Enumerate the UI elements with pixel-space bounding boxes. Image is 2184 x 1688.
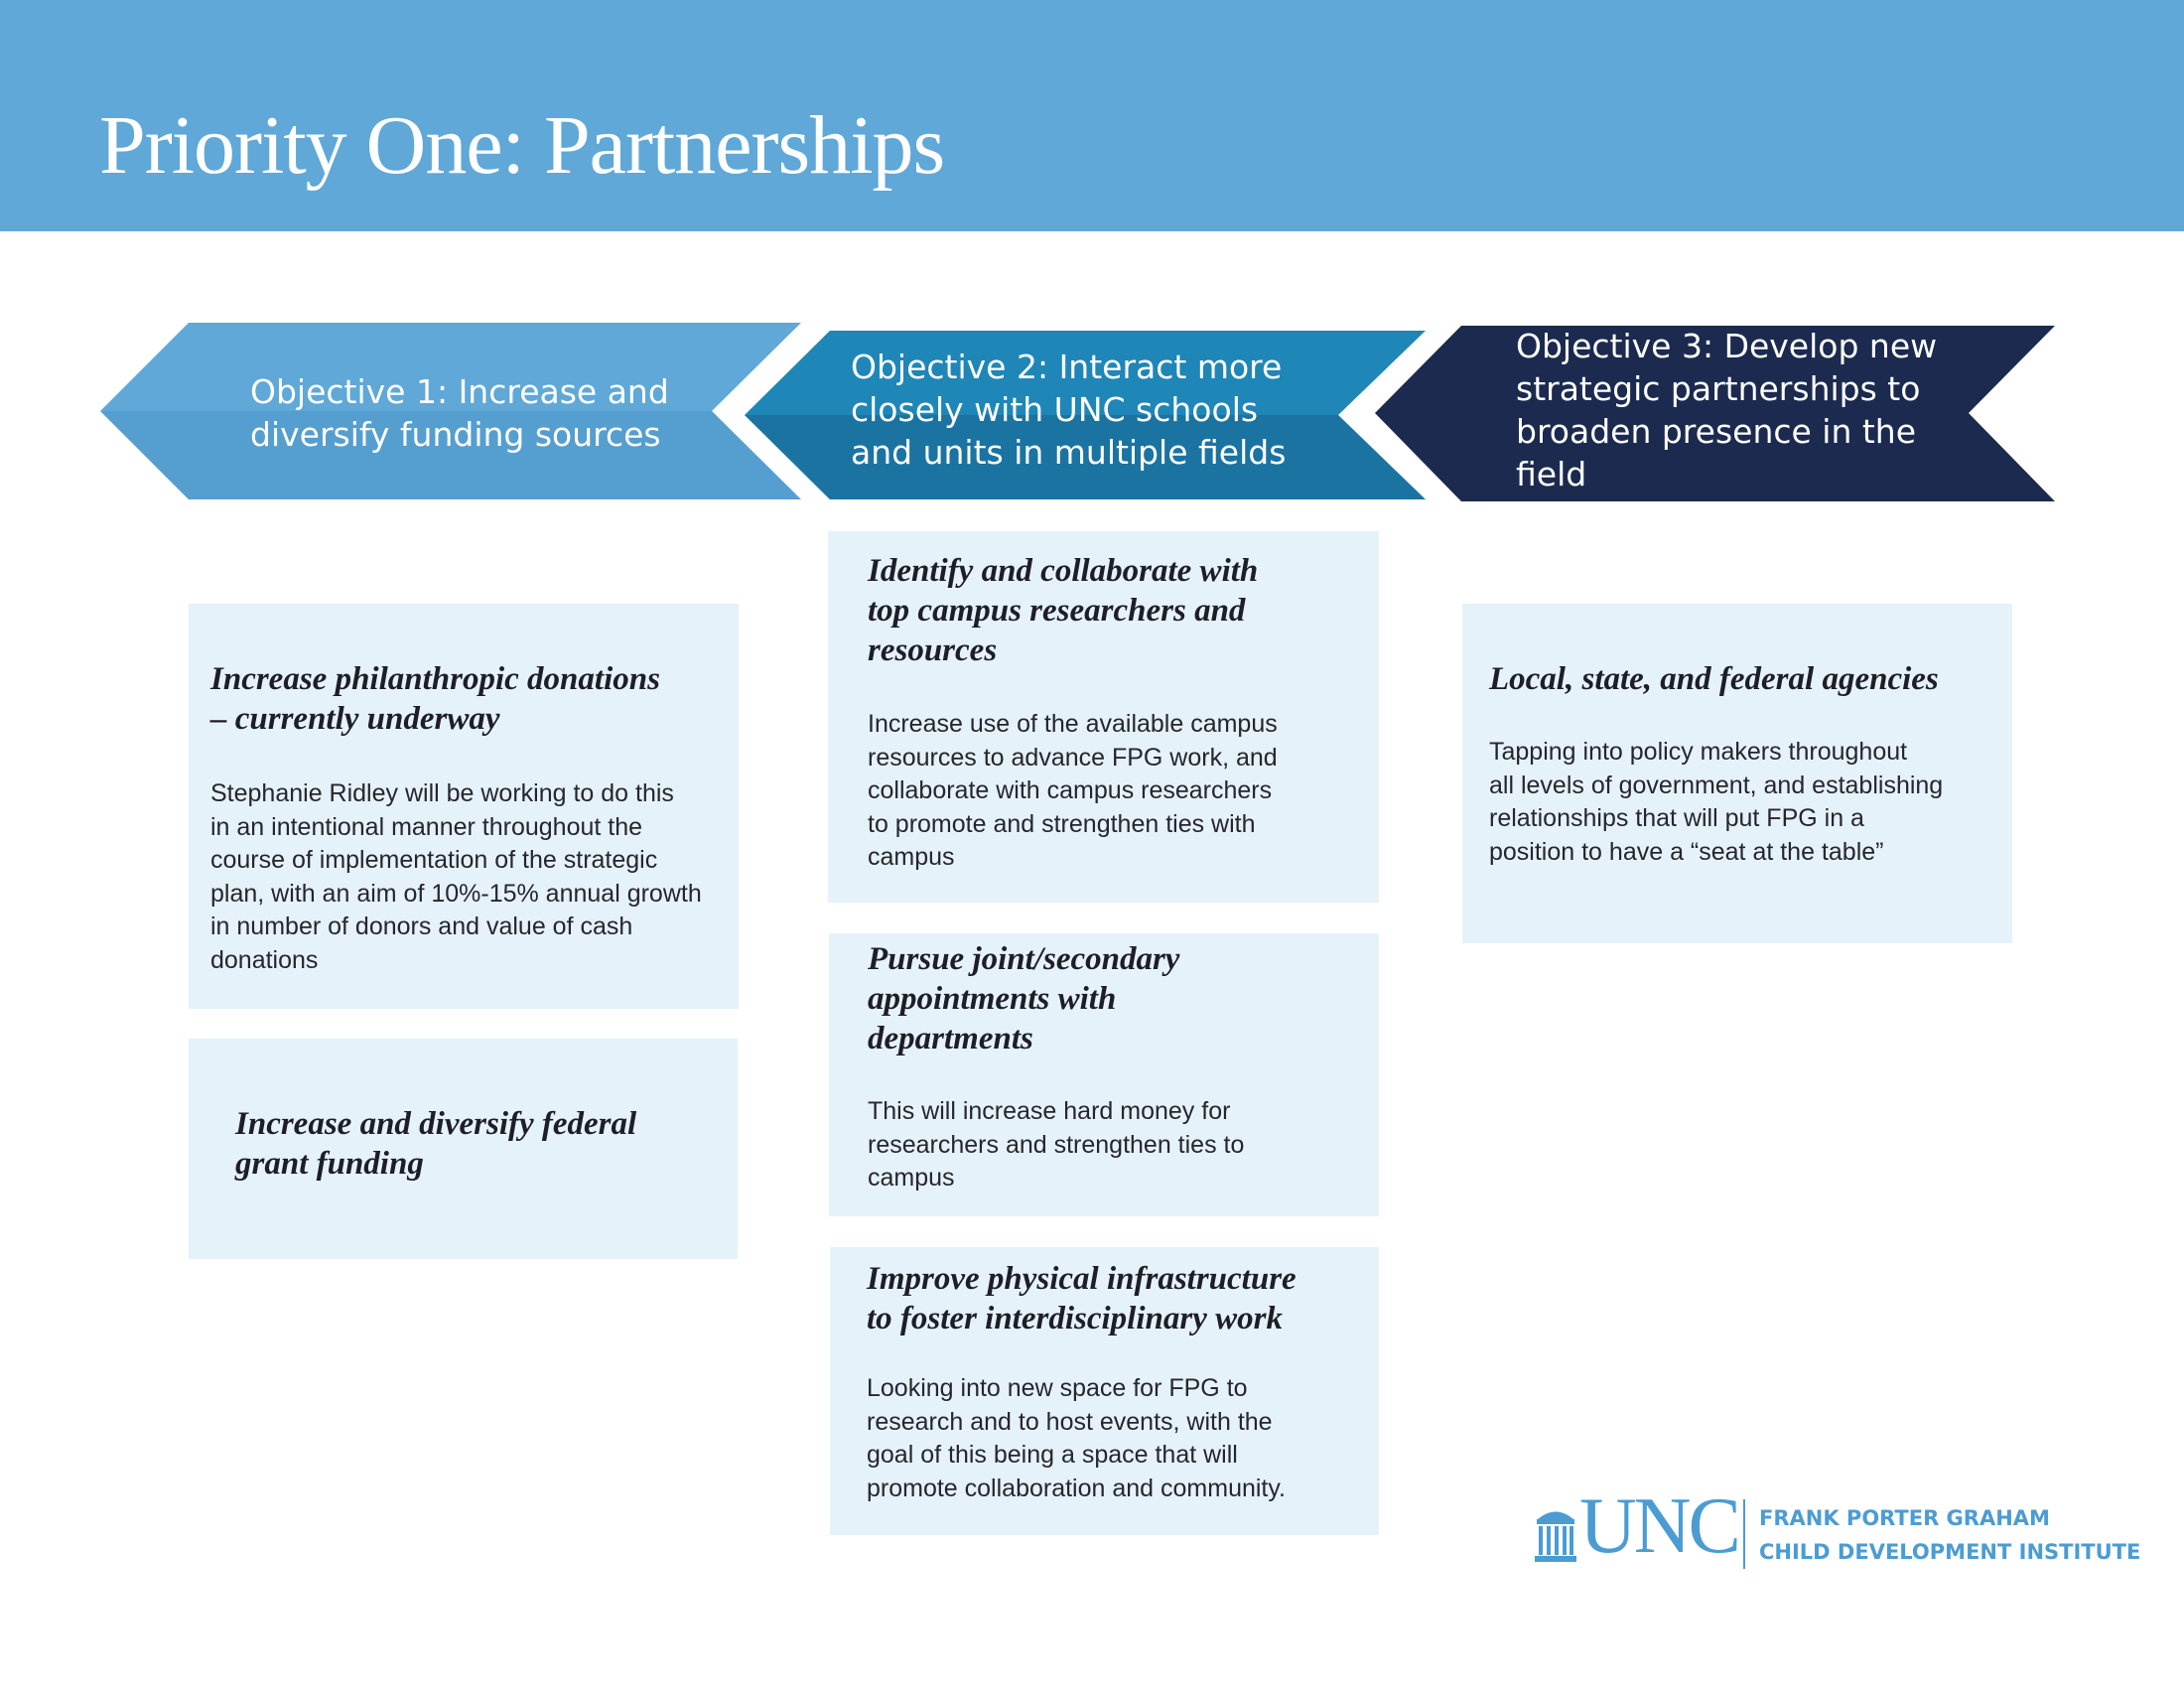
card-heading-line: grant funding <box>235 1146 424 1182</box>
card-heading-line: Identify and collaborate with <box>868 553 1259 589</box>
card-federal-grant-funding: Increase and diversify federal grant fun… <box>189 1039 738 1259</box>
header-band <box>0 0 2184 231</box>
objective-3-arrow <box>1375 326 2055 501</box>
unc-wordmark: UNC <box>1579 1482 1741 1570</box>
card-body-line: collaborate with campus researchers <box>868 776 1273 804</box>
card-heading-line: to foster interdisciplinary work <box>867 1301 1283 1336</box>
card-body-line: donations <box>210 945 319 974</box>
objective-3-label-line: broaden presence in the <box>1516 412 1917 451</box>
logo-divider <box>1743 1499 1745 1569</box>
card-body-line: relationships that will put FPG in a <box>1489 804 1864 832</box>
card-joint-appointments: Pursue joint/secondary appointments with… <box>829 933 1379 1216</box>
card-heading: Increase philanthropic donations – curre… <box>210 659 660 739</box>
card-body-line: to promote and strengthen ties with <box>868 809 1256 838</box>
old-well-icon <box>1535 1511 1576 1562</box>
card-heading-line: appointments with <box>868 981 1117 1017</box>
card-body: Looking into new space for FPG to resear… <box>867 1372 1286 1505</box>
objective-3-label-line: strategic partnerships to <box>1516 369 1921 408</box>
institute-name-line: FRANK PORTER GRAHAM <box>1759 1506 2050 1530</box>
objective-3-label-line: Objective 3: Develop new <box>1516 327 1938 365</box>
card-heading-line: Increase and diversify federal <box>235 1106 637 1142</box>
objective-2-label-line: Objective 2: Interact more <box>851 348 1283 386</box>
card-body: Increase use of the available campus res… <box>868 708 1278 875</box>
card-body-line: promote collaboration and community. <box>867 1474 1286 1502</box>
card-body-line: This will increase hard money for <box>868 1097 1231 1125</box>
objective-1-label: Objective 1: Increase and diversify fund… <box>250 370 669 456</box>
card-body: Stephanie Ridley will be working to do t… <box>210 777 702 977</box>
card-heading-line: resources <box>868 633 998 668</box>
card-body-line: campus <box>868 843 955 871</box>
objective-2-arrow-shade <box>745 415 1426 499</box>
objective-1-label-line: diversify funding sources <box>250 415 661 454</box>
card-heading-line: Local, state, and federal agencies <box>1489 661 1939 697</box>
card-heading: Local, state, and federal agencies <box>1489 659 1939 699</box>
page-title: Priority One: Partnerships <box>99 99 945 192</box>
card-heading-line: Pursue joint/secondary <box>868 941 1180 977</box>
card-campus-researchers: Identify and collaborate with top campus… <box>828 531 1379 903</box>
objective-1-arrow <box>100 323 801 499</box>
card-body-line: researchers and strengthen ties to <box>868 1130 1245 1159</box>
card-body-line: Increase use of the available campus <box>868 710 1278 738</box>
card-body-line: campus <box>868 1164 955 1192</box>
card-body-line: plan, with an aim of 10%-15% annual grow… <box>210 879 702 908</box>
objective-1-arrow-shade <box>100 411 801 499</box>
card-philanthropic-donations: Increase philanthropic donations – curre… <box>189 604 739 1009</box>
card-body-line: in an intentional manner throughout the <box>210 812 643 841</box>
card-body-line: in number of donors and value of cash <box>210 913 633 940</box>
objective-3-label-line: field <box>1516 455 1587 493</box>
card-heading-line: top campus researchers and <box>868 593 1246 629</box>
card-body-line: Looking into new space for FPG to <box>867 1374 1248 1402</box>
card-body-line: course of implementation of the strategi… <box>210 846 658 874</box>
card-heading-line: Improve physical infrastructure <box>867 1261 1297 1297</box>
card-heading-line: departments <box>868 1021 1033 1056</box>
card-body-line: all levels of government, and establishi… <box>1489 771 1944 799</box>
card-physical-infrastructure: Improve physical infrastructure to foste… <box>830 1247 1379 1535</box>
institute-name-line: CHILD DEVELOPMENT INSTITUTE <box>1759 1540 2141 1564</box>
objective-2-label-line: and units in multiple fields <box>851 433 1287 472</box>
card-body-line: Stephanie Ridley will be working to do t… <box>210 779 674 807</box>
objective-2-label: Objective 2: Interact more closely with … <box>851 346 1286 474</box>
card-body: Tapping into policy makers throughout al… <box>1489 736 1943 869</box>
objective-2-label-line: closely with UNC schools <box>851 390 1259 429</box>
card-body-line: research and to host events, with the <box>867 1407 1273 1436</box>
card-body-line: goal of this being a space that will <box>867 1441 1238 1469</box>
objective-1-label-line: Objective 1: Increase and <box>250 372 669 411</box>
card-heading: Identify and collaborate with top campus… <box>868 551 1258 670</box>
card-body-line: Tapping into policy makers throughout <box>1489 738 1908 766</box>
card-heading: Increase and diversify federal grant fun… <box>235 1104 636 1184</box>
card-heading-line: Increase philanthropic donations <box>210 661 660 697</box>
card-body-line: resources to advance FPG work, and <box>868 743 1278 772</box>
objective-3-label: Objective 3: Develop new strategic partn… <box>1516 325 1937 495</box>
card-heading: Improve physical infrastructure to foste… <box>867 1259 1297 1338</box>
card-body-line: position to have a “seat at the table” <box>1489 837 1884 866</box>
card-heading: Pursue joint/secondary appointments with… <box>868 939 1179 1058</box>
card-body: This will increase hard money for resear… <box>868 1095 1244 1196</box>
card-heading-line: – currently underway <box>210 701 500 737</box>
card-government-agencies: Local, state, and federal agencies Tappi… <box>1462 604 2012 943</box>
